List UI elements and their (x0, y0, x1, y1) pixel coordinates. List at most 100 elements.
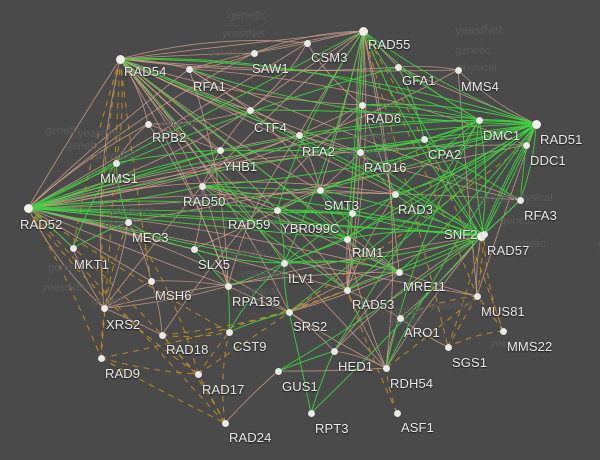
edge-genetic (72, 58, 121, 249)
node-slx5[interactable] (190, 245, 198, 253)
edge-coexpress (362, 30, 537, 125)
edge-coexpress (362, 30, 480, 121)
edge-physical (398, 271, 478, 297)
node-mre11[interactable] (395, 268, 403, 276)
edge-physical (115, 123, 149, 164)
edge-coexpress (119, 58, 482, 237)
edge-physical (253, 30, 364, 54)
node-rad6[interactable] (358, 101, 366, 109)
node-rad16[interactable] (356, 148, 364, 156)
edge-coexpress (423, 138, 482, 237)
edge-coexpress (283, 260, 400, 273)
edge-physical (103, 185, 203, 309)
edge-physical (457, 69, 537, 125)
edge-physical (119, 58, 399, 72)
edge-physical (27, 58, 121, 209)
node-csm3[interactable] (303, 39, 311, 47)
edge-coexpress (201, 185, 348, 291)
edge-physical (306, 30, 364, 44)
node-msh6[interactable] (147, 277, 155, 285)
edge-physical (119, 30, 364, 60)
edge-coexpress (201, 185, 321, 191)
node-ddc1[interactable] (522, 141, 530, 149)
node-rad3[interactable] (391, 190, 399, 198)
node-rad55[interactable] (358, 26, 368, 36)
node-rad24[interactable] (221, 419, 229, 427)
node-smt3[interactable] (316, 186, 324, 194)
node-rad50[interactable] (198, 182, 206, 190)
edge-coexpress (119, 58, 348, 240)
node-dmc1[interactable] (475, 116, 483, 124)
edge-group (27, 30, 537, 424)
node-asf1[interactable] (393, 409, 401, 417)
node-mkt1[interactable] (69, 244, 77, 252)
edge-coexpress (119, 58, 285, 264)
edge-physical (276, 209, 348, 291)
node-sgs1[interactable] (444, 343, 452, 351)
node-rdh54[interactable] (382, 364, 390, 372)
edge-physical (188, 52, 255, 70)
node-cpa2[interactable] (420, 135, 428, 143)
edge-coexpress (201, 185, 348, 240)
edge-physical (224, 370, 279, 424)
edge-physical (188, 68, 251, 111)
edge-physical (119, 52, 255, 60)
node-gfa1[interactable] (394, 63, 402, 71)
edge-genetic (222, 331, 230, 424)
node-ilv1[interactable] (280, 259, 288, 267)
edge-coexpress (397, 66, 480, 121)
node-rpa135[interactable] (224, 282, 232, 290)
node-rpb2[interactable] (144, 120, 152, 128)
edge-coexpress (27, 149, 221, 209)
node-cst9[interactable] (225, 328, 233, 336)
node-rfa2[interactable] (295, 131, 303, 139)
node-mms1[interactable] (112, 159, 120, 167)
edge-physical (119, 58, 363, 106)
node-saw1[interactable] (250, 49, 258, 57)
edge-genetic (27, 207, 102, 359)
node-ctf4[interactable] (246, 106, 254, 114)
edge-physical (127, 144, 527, 223)
node-rad59[interactable] (273, 206, 281, 214)
node-rad53[interactable] (343, 286, 351, 294)
node-rad54[interactable] (115, 54, 125, 64)
node-mec3[interactable] (124, 218, 132, 226)
edge-coexpress (394, 119, 480, 195)
edge-genetic (447, 295, 478, 348)
node-mus81[interactable] (473, 292, 481, 300)
node-srs2[interactable] (285, 308, 293, 316)
node-rpt3[interactable] (307, 409, 315, 417)
node-aro1[interactable] (396, 314, 404, 322)
node-rfa3[interactable] (516, 196, 524, 204)
node-rad18[interactable] (158, 331, 166, 339)
node-hed1[interactable] (330, 347, 338, 355)
node-mms4[interactable] (454, 66, 462, 74)
edge-physical (27, 69, 459, 209)
edge-physical (188, 30, 364, 70)
edge-coexpress (201, 123, 537, 187)
node-rad9[interactable] (97, 354, 105, 362)
edge-coexpress (27, 207, 348, 240)
edge-coexpress (359, 151, 482, 237)
edge-physical (359, 151, 396, 195)
node-rad52[interactable] (23, 203, 33, 213)
edge-genetic (100, 357, 199, 375)
node-mms22[interactable] (499, 327, 507, 335)
node-gus1[interactable] (274, 367, 282, 375)
node-rfa1[interactable] (185, 65, 193, 73)
edge-coexpress (346, 238, 400, 273)
node-yhb1[interactable] (216, 146, 224, 154)
node-rad57[interactable] (480, 230, 488, 238)
node-xrs2[interactable] (100, 304, 108, 312)
node-rim1[interactable] (343, 235, 351, 243)
edge-genetic (27, 207, 199, 375)
node-ybr099c[interactable] (348, 209, 356, 217)
node-rad17[interactable] (194, 370, 202, 378)
node-rad51[interactable] (531, 119, 541, 129)
edge-physical (147, 123, 229, 287)
edge-genetic (346, 289, 398, 414)
edge-coexpress (27, 185, 203, 209)
edge-coexpress (319, 123, 537, 191)
edge-genetic (27, 207, 226, 424)
